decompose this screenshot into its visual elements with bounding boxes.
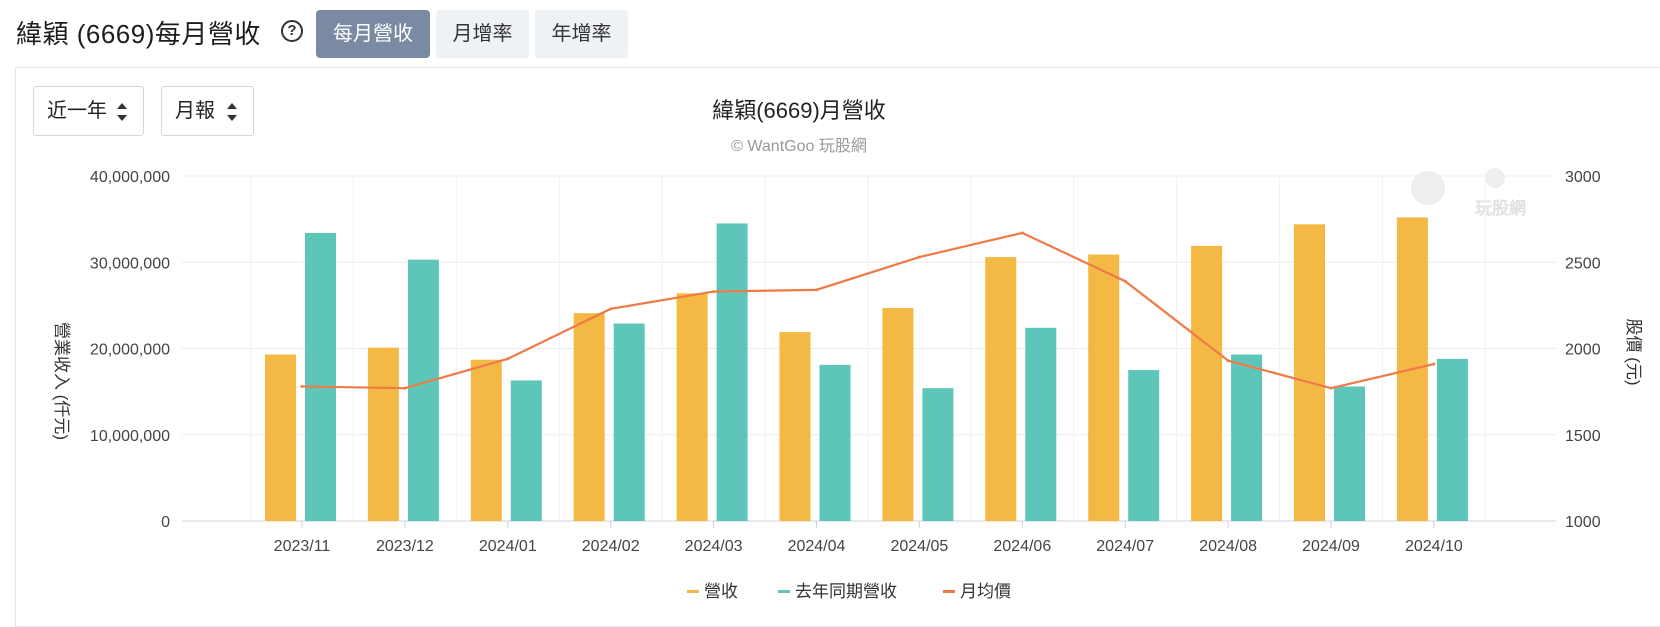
range-select-value: 近一年 <box>47 100 107 122</box>
y2-tick-label: 2500 <box>1565 255 1601 272</box>
avg-price-point <box>609 307 613 311</box>
last-year-revenue-bar <box>1128 370 1160 521</box>
avg-price-line <box>301 231 1435 390</box>
x-tick-label: 2024/08 <box>1199 538 1257 555</box>
revenue-bar <box>882 307 914 521</box>
legend-label: 營收 <box>704 582 738 601</box>
period-select[interactable]: 月報 <box>161 86 254 136</box>
avg-price-point <box>815 288 818 292</box>
y2-tick-label: 2000 <box>1565 342 1601 359</box>
last-year-revenue-bar <box>922 388 954 521</box>
legend-label: 去年同期營收 <box>795 582 897 601</box>
watermark-text: 玩股網 <box>1475 198 1526 218</box>
y2-axis-ticks: 3000 2500 2000 1500 1000 <box>1565 169 1601 531</box>
last-year-revenue-bar <box>305 232 336 522</box>
y2-tick-label: 1000 <box>1565 514 1601 531</box>
last-year-revenue-bar <box>1231 354 1263 521</box>
x-tick-label: 2024/02 <box>582 538 640 555</box>
last-year-revenue-bar <box>716 223 748 521</box>
revenue-bar <box>367 347 399 521</box>
legend-swatch <box>778 590 790 593</box>
revenue-bar <box>265 354 296 521</box>
avg-price-point <box>1020 231 1024 235</box>
sort-arrows-icon <box>117 103 127 121</box>
avg-price-point <box>1226 359 1230 363</box>
x-tick-label: 2024/06 <box>993 538 1051 555</box>
chart-title: 緯穎(6669)月營收 <box>712 98 886 123</box>
revenue-bar <box>1294 224 1325 522</box>
revenue-bar <box>1191 245 1223 522</box>
y2-axis-label: 股價 (元) <box>1624 318 1643 385</box>
sort-arrows-icon <box>227 103 237 121</box>
avg-price-point <box>917 255 921 259</box>
revenue-bar <box>676 293 708 521</box>
x-tick-label: 2023/11 <box>274 538 331 555</box>
bars <box>265 217 1468 522</box>
last-year-revenue-bar <box>510 380 542 521</box>
y-tick-label: 20,000,000 <box>90 342 170 359</box>
last-year-revenue-bar <box>1436 358 1468 521</box>
legend-label: 月均價 <box>960 582 1011 601</box>
watermark-logo-icon <box>1485 168 1505 188</box>
avg-price-point <box>1432 362 1436 366</box>
tab-monthly-revenue[interactable]: 每月營收 <box>316 10 430 58</box>
watermark-logo-icon <box>1411 171 1445 205</box>
y-tick-label: 30,000,000 <box>90 255 170 272</box>
x-tick-label: 2024/04 <box>788 538 846 555</box>
avg-price-point <box>1329 386 1333 390</box>
last-year-revenue-bar <box>407 259 439 521</box>
x-tick-label: 2024/07 <box>1096 538 1154 555</box>
revenue-bar <box>573 313 605 521</box>
avg-price-point <box>403 386 407 390</box>
y-tick-label: 40,000,000 <box>90 169 170 186</box>
x-tick-label: 2024/03 <box>685 538 743 555</box>
avg-price-point <box>300 384 304 388</box>
tab-mom-rate[interactable]: 月增率 <box>436 10 529 58</box>
watermark: 玩股網 <box>1411 168 1526 218</box>
avg-price-point <box>1123 279 1127 283</box>
x-axis-ticks: 2023/11 2023/12 2024/01 2024/02 2024/03 2024/… <box>274 521 1463 555</box>
period-select-value: 月報 <box>175 100 215 122</box>
revenue-bar <box>779 332 811 521</box>
y-axis-ticks: 40,000,000 30,000,000 20,000,000 10,000,000… <box>90 169 170 531</box>
revenue-bar <box>470 359 502 521</box>
x-tick-label: 2024/05 <box>890 538 948 555</box>
x-tick-label: 2024/01 <box>479 538 537 555</box>
y2-tick-label: 1500 <box>1565 428 1601 445</box>
last-year-revenue-bar <box>819 364 851 521</box>
legend-swatch <box>943 590 955 593</box>
price-line <box>300 231 1436 390</box>
legend: 營收 去年同期營收 月均價 <box>687 582 1011 601</box>
range-select[interactable]: 近一年 <box>33 86 144 136</box>
legend-swatch <box>687 590 699 593</box>
header: 緯穎 (6669)每月營收 ? 每月營收 月增率 年增率 <box>0 0 1660 66</box>
x-tick-label: 2024/10 <box>1405 538 1463 555</box>
y-tick-label: 0 <box>161 514 170 531</box>
tab-yoy-rate[interactable]: 年增率 <box>535 10 628 58</box>
revenue-bar <box>1088 254 1120 522</box>
last-year-revenue-bar <box>613 323 645 521</box>
question-circle-icon[interactable]: ? <box>281 20 303 42</box>
revenue-bar <box>985 257 1017 521</box>
last-year-revenue-bar <box>1334 386 1365 521</box>
page-title: 緯穎 (6669)每月營收 <box>16 19 261 49</box>
y2-tick-label: 3000 <box>1565 169 1601 186</box>
y-tick-label: 10,000,000 <box>90 428 170 445</box>
y-axis-label: 營業收入 (仟元) <box>52 322 71 440</box>
avg-price-point <box>506 357 510 361</box>
x-tick-label: 2023/12 <box>376 538 434 555</box>
chart-subtitle: © WantGoo 玩股網 <box>731 137 867 155</box>
last-year-revenue-bar <box>1025 327 1057 521</box>
avg-price-point <box>712 290 716 294</box>
x-tick-label: 2024/09 <box>1302 538 1360 555</box>
